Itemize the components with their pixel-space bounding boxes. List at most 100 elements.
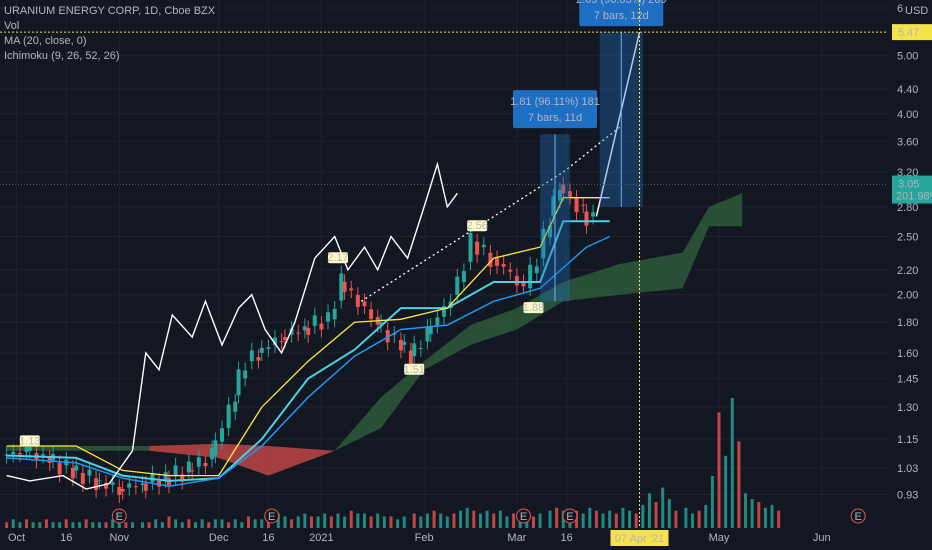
candle-body — [349, 288, 354, 291]
candle-body — [243, 370, 248, 379]
earnings-marker — [516, 508, 532, 524]
candle-body — [302, 326, 307, 331]
candle-body — [557, 189, 562, 201]
crosshair-date-box — [610, 530, 669, 546]
price-tick-label: 3.60 — [897, 136, 918, 148]
volume-bar — [260, 519, 264, 528]
price-tick-label: 4.40 — [897, 84, 918, 96]
candle-body — [312, 315, 317, 326]
volume-bar — [207, 522, 211, 528]
indicator-vol[interactable]: Vol — [4, 20, 20, 32]
volume-bar — [628, 510, 632, 528]
candle-body — [104, 482, 109, 489]
candle-body — [342, 281, 347, 292]
price-tick-label: 2.80 — [897, 202, 918, 214]
measure-label-box — [513, 90, 597, 129]
volume-bar — [425, 513, 429, 528]
candle-body — [120, 488, 125, 492]
time-tick-label: Feb — [415, 532, 434, 544]
candle-body — [412, 343, 417, 357]
symbol-title[interactable]: URANIUM ENERGY CORP, 1D, Cboe BZX — [4, 5, 216, 17]
candle-body — [94, 478, 99, 491]
volume-bar — [661, 487, 665, 528]
volume-bar — [465, 507, 469, 528]
volume-bar — [154, 519, 158, 528]
volume-bar — [309, 516, 313, 528]
volume-bar — [193, 522, 197, 528]
volume-bar — [419, 516, 423, 528]
candle-body — [173, 465, 178, 477]
price-tick-label: 1.45 — [897, 374, 918, 386]
volume-bar — [247, 516, 251, 528]
swing-label: 1.13 — [19, 435, 40, 447]
price-tick-label: 6 — [897, 3, 903, 15]
candle-body — [57, 462, 62, 475]
volume-bar — [498, 510, 502, 528]
projection-line — [595, 31, 641, 217]
crosshair-price-box — [892, 24, 932, 41]
time-tick-label: Jun — [813, 532, 831, 544]
candle-body — [514, 275, 519, 286]
candle-body — [296, 332, 301, 334]
ma20-line — [6, 235, 611, 487]
candle-body — [196, 457, 201, 467]
candle-body — [74, 465, 79, 471]
kijun-line — [6, 220, 610, 482]
candle-body — [127, 483, 132, 488]
volume-bar — [200, 519, 204, 528]
volume-bar — [641, 504, 645, 528]
candle-body — [591, 212, 596, 217]
overlay-line — [6, 161, 458, 490]
volume-bar — [329, 516, 333, 528]
candle-body — [369, 309, 374, 319]
candle-body — [481, 244, 486, 248]
candle-body — [408, 350, 413, 366]
candle-body — [282, 337, 287, 341]
volume-bar — [44, 519, 48, 528]
volume-bar — [412, 513, 416, 528]
candle-body — [534, 266, 539, 274]
volume-bar — [111, 519, 115, 528]
volume-bar — [581, 513, 585, 528]
volume-bar — [770, 504, 774, 528]
ichimoku-cloud-segment — [6, 446, 77, 451]
volume-bar — [505, 516, 509, 528]
volume-bar — [763, 507, 767, 528]
candle-body — [355, 294, 360, 307]
price-tick-label: 1.15 — [897, 434, 918, 446]
volume-bar — [614, 513, 618, 528]
volume-bar — [227, 522, 231, 528]
price-tick-label: 1.30 — [897, 402, 918, 414]
candle-body — [27, 447, 32, 451]
candle-body — [306, 328, 311, 335]
volume-bar — [296, 516, 300, 528]
volume-bar — [84, 519, 88, 528]
volume-bar — [691, 513, 695, 528]
candle-body — [385, 330, 390, 343]
measure-label-line2: 7 bars, 12d — [594, 10, 649, 22]
price-axis — [888, 0, 932, 550]
volume-bar — [369, 516, 373, 528]
volume-bar — [213, 519, 217, 528]
indicator-ma[interactable]: MA (20, close, 0) — [4, 35, 87, 47]
ichimoku-cloud-segment — [334, 397, 382, 451]
candle-body — [70, 467, 75, 479]
candle-body — [279, 341, 284, 343]
volume-bar — [439, 513, 443, 528]
price-tick-label: 1.60 — [897, 348, 918, 360]
candle-body — [233, 401, 238, 412]
volume-bar — [697, 510, 701, 528]
ichimoku-cloud-segment — [470, 308, 517, 345]
indicator-ichimoku[interactable]: Ichimoku (9, 26, 52, 26) — [4, 50, 120, 62]
volume-bar — [485, 510, 489, 528]
measure-label-line1: 1.81 (96.11%) 181 — [510, 96, 600, 108]
volume-bar — [757, 502, 761, 528]
volume-bar — [654, 502, 658, 528]
volume-bar — [608, 510, 612, 528]
volume-bar — [283, 516, 287, 528]
candle-body — [584, 211, 589, 226]
volume-bar — [64, 519, 68, 528]
price-tick-label: 2.50 — [897, 231, 918, 243]
volume-bar — [71, 522, 75, 528]
